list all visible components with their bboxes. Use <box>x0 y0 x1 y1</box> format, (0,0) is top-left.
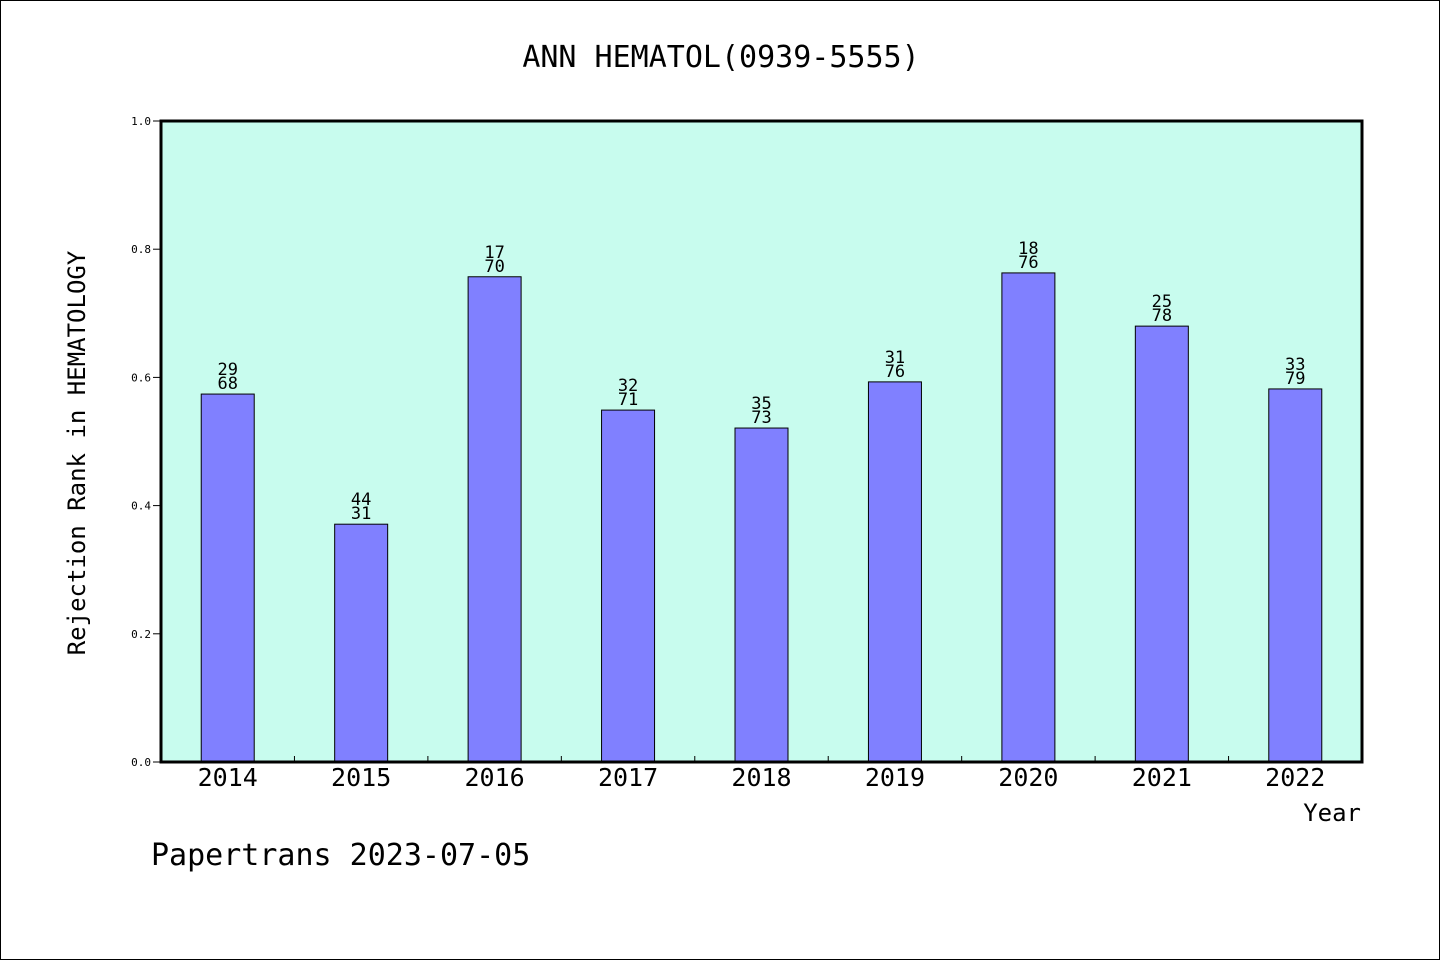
x-axis-label: Year <box>1303 799 1361 827</box>
data-label-bottom-2022: 79 <box>1285 369 1305 389</box>
data-label-bottom-2018: 73 <box>751 408 771 428</box>
y-axis-label: Rejection Rank in HEMATOLOGY <box>63 250 91 655</box>
y-tick-label: 0.6 <box>131 371 151 384</box>
x-tick-label-2014: 2014 <box>198 763 258 792</box>
x-tick-label-2015: 2015 <box>331 763 391 792</box>
y-tick-label: 0.2 <box>131 628 151 641</box>
data-label-top-2019: 31 <box>885 348 905 368</box>
data-label-bottom-2014: 68 <box>217 374 237 394</box>
bar-2018 <box>734 427 789 763</box>
bar-2016 <box>467 276 522 763</box>
plot-border <box>159 119 1364 764</box>
data-label-bottom-2021: 78 <box>1152 306 1172 326</box>
bar-2014 <box>200 393 255 763</box>
bar-2019 <box>867 381 922 763</box>
bar-2017 <box>601 409 656 763</box>
data-label-top-2015: 44 <box>351 490 371 510</box>
bar-2021 <box>1134 325 1189 763</box>
data-label-bottom-2015: 31 <box>351 504 371 524</box>
x-tick-label-2021: 2021 <box>1132 763 1192 792</box>
axes-group: 2014 2015 2016 2017 2018 2019 2020 2021 2022 0.0 0… <box>131 115 1364 792</box>
data-label-top-2018: 35 <box>751 394 771 414</box>
x-tick-label-2020: 2020 <box>998 763 1058 792</box>
footer-credit: Papertrans 2023-07-05 <box>151 838 530 873</box>
x-tick-label-2016: 2016 <box>465 763 525 792</box>
bar-2015 <box>334 523 389 763</box>
y-tick-label: 0.8 <box>131 243 151 256</box>
data-label-top-2017: 32 <box>618 376 638 396</box>
y-tick-label: 1.0 <box>131 115 151 128</box>
y-tick-label: 0.4 <box>131 500 151 513</box>
bar-2022 <box>1268 388 1323 763</box>
bars-group <box>200 272 1323 763</box>
y-tick-label: 0.0 <box>131 756 151 769</box>
data-label-bottom-2020: 76 <box>1018 253 1038 273</box>
data-label-bottom-2016: 70 <box>484 257 504 277</box>
data-label-top-2021: 25 <box>1152 292 1172 312</box>
chart-title: ANN HEMATOL(0939-5555) <box>522 40 919 75</box>
data-label-bottom-2019: 76 <box>885 362 905 382</box>
data-label-top-2014: 29 <box>217 360 237 380</box>
data-label-top-2022: 33 <box>1285 355 1305 375</box>
x-tick-label-2019: 2019 <box>865 763 925 792</box>
x-tick-label-2018: 2018 <box>731 763 791 792</box>
bar-2020 <box>1001 272 1056 763</box>
x-tick-label-2022: 2022 <box>1265 763 1325 792</box>
x-tick-label-2017: 2017 <box>598 763 658 792</box>
data-label-top-2020: 18 <box>1018 239 1038 259</box>
data-label-top-2016: 17 <box>484 243 504 263</box>
data-label-bottom-2017: 71 <box>618 390 638 410</box>
